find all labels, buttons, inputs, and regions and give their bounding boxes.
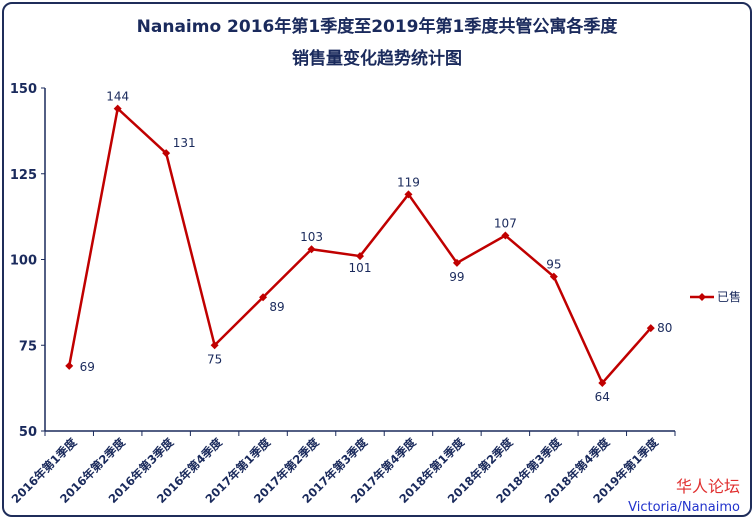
data-point xyxy=(501,231,510,240)
data-label: 144 xyxy=(106,90,129,104)
data-label: 101 xyxy=(349,261,372,275)
data-point xyxy=(452,258,461,267)
data-point xyxy=(356,252,364,261)
y-tick-label: 100 xyxy=(10,254,37,269)
data-label: 64 xyxy=(595,390,610,404)
data-label: 95 xyxy=(546,258,561,272)
data-point xyxy=(162,149,171,158)
data-label: 119 xyxy=(397,175,420,189)
data-label: 89 xyxy=(269,300,284,314)
y-tick-label: 125 xyxy=(10,168,37,183)
y-tick-label: 150 xyxy=(10,82,37,97)
y-tick-label: 75 xyxy=(19,339,37,354)
chart-title: Nanaimo 2016年第1季度至2019年第1季度共管公寓各季度 xyxy=(136,17,618,37)
y-tick-label: 50 xyxy=(19,425,37,440)
data-label: 131 xyxy=(173,136,196,150)
watermark-site: Victoria/Nanaimo xyxy=(628,500,740,515)
data-point xyxy=(646,324,655,333)
data-label: 75 xyxy=(207,352,222,366)
data-point xyxy=(65,361,74,370)
data-point xyxy=(210,341,219,350)
data-point xyxy=(549,272,558,281)
data-point xyxy=(404,190,413,199)
chart-subtitle: 销售量变化趋势统计图 xyxy=(292,49,462,69)
data-label: 69 xyxy=(80,360,95,374)
data-label: 103 xyxy=(300,230,323,244)
data-point xyxy=(113,104,122,113)
data-label: 80 xyxy=(657,321,672,335)
data-label: 99 xyxy=(449,270,464,284)
data-point xyxy=(598,378,607,387)
series-line xyxy=(68,106,652,386)
watermark-forum: 华人论坛 xyxy=(675,477,740,496)
legend-marker xyxy=(698,293,706,301)
data-point xyxy=(259,293,268,302)
data-point xyxy=(307,245,316,254)
data-label: 107 xyxy=(494,216,517,230)
legend-label: 已售 xyxy=(717,289,741,304)
